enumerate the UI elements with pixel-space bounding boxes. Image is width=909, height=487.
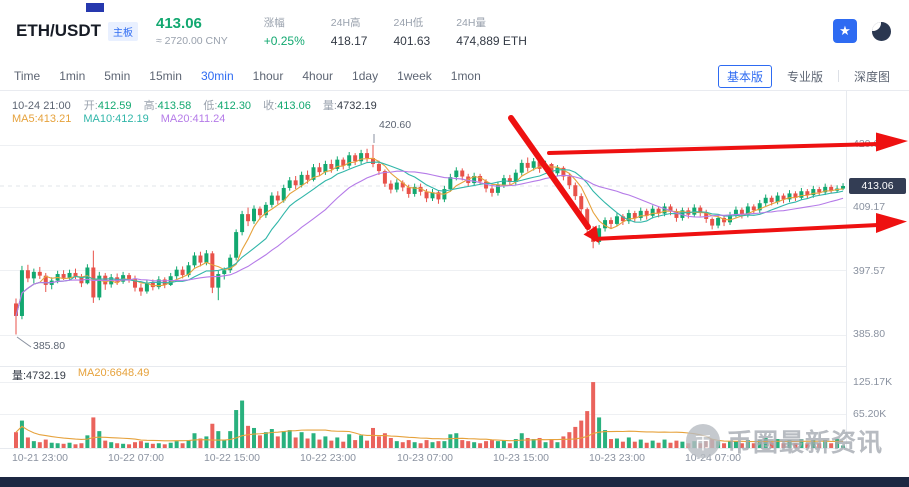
tab-1week[interactable]: 1week: [397, 69, 432, 83]
ma20-value: MA20:411.24: [160, 113, 226, 125]
watermark: 币 币圈最新资讯: [686, 423, 883, 459]
stat-label: 24H高: [330, 16, 361, 29]
ohlc-volume-value: 4732.19: [336, 100, 377, 112]
stat-24h-volume: 24H量 474,889 ETH: [456, 15, 527, 48]
header-actions: ★: [833, 19, 893, 43]
ma10-value: MA10:412.19: [83, 113, 149, 125]
header-stats: 涨幅 +0.25% 24H高 418.17 24H低 401.63 24H量 4…: [264, 15, 527, 48]
stat-value: 418.17: [330, 33, 368, 48]
chart-toolbar: Time 1min 5min 15min 30min 1hour 4hour 1…: [0, 62, 909, 91]
tab-4hour[interactable]: 4hour: [302, 69, 334, 83]
tab-15min[interactable]: 15min: [149, 69, 182, 83]
theme-toggle-button[interactable]: [869, 19, 893, 43]
stat-change: 涨幅 +0.25%: [264, 15, 305, 48]
high-price-marker: 420.60: [379, 119, 412, 131]
stat-label: 涨幅: [263, 16, 285, 29]
ohlc-open-value: 412.59: [97, 100, 132, 112]
pair-block: ETH/USDT 主板: [16, 21, 138, 41]
volume-info: 量:4732.19 MA20:6648.49: [12, 367, 149, 383]
star-icon: ★: [839, 23, 851, 38]
last-price: 413.06: [156, 15, 202, 32]
chart-area: 10-24 21:00 开:412.59 高:413.58 低:412.30 收…: [0, 91, 909, 477]
ma5-value: MA5:413.21: [12, 113, 72, 125]
tab-1hour[interactable]: 1hour: [252, 69, 284, 83]
stat-24h-low: 24H低 401.63: [393, 15, 430, 48]
tab-1mon[interactable]: 1mon: [450, 69, 481, 83]
top-accent-mark: [86, 3, 104, 12]
tab-5min[interactable]: 5min: [104, 69, 131, 83]
ma-info: MA5:413.21 MA10:412.19 MA20:411.24: [12, 113, 225, 125]
ohlc-close-label: 收:: [263, 100, 278, 112]
header: ETH/USDT 主板 413.06 ≈ 2720.00 CNY 涨幅 +0.2…: [0, 0, 909, 62]
ohlc-high-value: 413.58: [157, 100, 192, 112]
watermark-text: 币圈最新资讯: [727, 429, 884, 457]
ohlc-volume-label: 量:: [322, 100, 337, 112]
candlestick-canvas[interactable]: [0, 91, 909, 477]
tab-30min[interactable]: 30min: [200, 69, 234, 83]
tab-1min[interactable]: 1min: [59, 69, 86, 83]
fiat-equivalent: ≈ 2720.00 CNY: [156, 35, 228, 47]
ohlc-close-value: 413.06: [277, 100, 311, 112]
ohlc-open-label: 开:: [83, 100, 98, 112]
ohlc-time: 10-24 21:00: [12, 100, 71, 112]
stat-label: 24H低: [393, 16, 424, 29]
low-price-marker: 385.80: [33, 340, 66, 352]
pair-title: ETH/USDT: [16, 21, 101, 40]
mode-pro-button[interactable]: 专业版: [786, 69, 823, 84]
chart-mode-buttons: 基本版 专业版 深度图: [717, 64, 895, 88]
tab-time[interactable]: Time: [14, 69, 41, 83]
mode-depth-button[interactable]: 深度图: [853, 69, 890, 84]
stat-value: 401.63: [393, 33, 431, 48]
stat-value: 474,889 ETH: [456, 33, 527, 48]
timeframe-tabs: Time 1min 5min 15min 30min 1hour 4hour 1…: [14, 69, 481, 83]
ohlc-low-value: 412.30: [217, 100, 252, 112]
tab-1day[interactable]: 1day: [352, 69, 379, 83]
mode-basic-button[interactable]: 基本版: [717, 64, 772, 88]
ohlc-info: 10-24 21:00 开:412.59 高:413.58 低:412.30 收…: [12, 97, 386, 113]
moon-icon: [871, 21, 891, 41]
volume-ma20: MA20:6648.49: [77, 367, 150, 379]
stat-24h-high: 24H高 418.17: [331, 15, 368, 48]
favorite-button[interactable]: ★: [833, 19, 857, 43]
stat-value: +0.25%: [263, 33, 305, 48]
watermark-logo-icon: 币: [686, 424, 720, 458]
footer-bar: [0, 477, 909, 487]
board-badge: 主板: [108, 21, 138, 41]
price-block: 413.06 ≈ 2720.00 CNY: [156, 15, 228, 47]
ohlc-high-label: 高:: [143, 100, 158, 112]
divider: [837, 70, 839, 82]
stat-label: 24H量: [456, 16, 486, 29]
ohlc-low-label: 低:: [203, 100, 218, 112]
volume-current: 量:4732.19: [12, 370, 66, 382]
